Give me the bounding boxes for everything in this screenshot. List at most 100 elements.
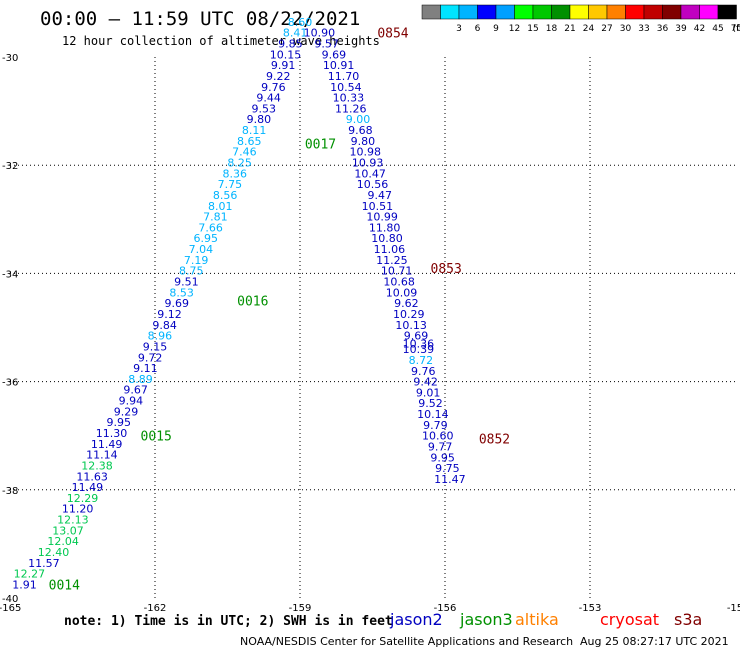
wave-height-value: 11.30	[96, 427, 128, 440]
scale-swatch	[532, 4, 552, 20]
wave-height-value: 9.72	[138, 351, 163, 364]
wave-height-value: 9.22	[266, 70, 291, 83]
pass-time-label: 0016	[237, 294, 268, 309]
wave-height-value: 7.81	[203, 211, 228, 224]
lon-tick-label: -162	[144, 603, 167, 614]
wave-height-value: 10.15	[270, 48, 302, 61]
scale-label: 12	[509, 24, 520, 34]
scale-label: 33	[638, 24, 649, 34]
wave-height-value: 12.40	[38, 546, 70, 559]
wave-height-value: 9.95	[430, 451, 455, 464]
lon-tick-label: -156	[434, 603, 457, 614]
wave-height-value: 12.27	[14, 568, 46, 581]
scale-label: 30	[620, 24, 632, 34]
wave-height-value: 11.47	[434, 473, 466, 486]
wave-height-value: 10.09	[386, 286, 418, 299]
wave-height-value: 9.95	[107, 416, 132, 429]
lat-lon-grid	[10, 57, 735, 598]
wave-height-value: 12.29	[67, 492, 99, 505]
wave-height-value: 9.76	[411, 365, 436, 378]
scale-swatch	[458, 4, 478, 20]
wave-height-value: 9.75	[435, 462, 460, 475]
scale-label: 15	[527, 24, 538, 34]
lon-tick-label: -159	[289, 603, 312, 614]
wave-height-value: 8.75	[179, 265, 204, 278]
wave-height-value: 10.29	[393, 308, 425, 321]
footer-note: note: 1) Time is in UTC; 2) SWH is in fe…	[64, 614, 393, 629]
wave-height-value: 9.69	[165, 297, 190, 310]
wave-height-value: 9.47	[368, 189, 393, 202]
scale-swatch	[551, 4, 571, 20]
wave-height-value: 10.91	[323, 59, 355, 72]
scale-unit: (ft)	[733, 24, 740, 34]
wave-height-value: 10.47	[354, 167, 386, 180]
scale-swatch	[625, 4, 645, 20]
wave-height-value: 9.52	[418, 397, 443, 410]
wave-height-value: 8.25	[227, 156, 252, 169]
wave-height-value: 8.89	[128, 373, 153, 386]
wave-height-value: 8.96	[148, 330, 173, 343]
map-title: 00:00 – 11:59 UTC 08/22/2021	[40, 8, 360, 30]
wave-height-value: 12.13	[57, 514, 89, 527]
wave-height-value: 6.95	[194, 232, 219, 245]
scale-label: 3	[456, 24, 462, 34]
wave-height-value: 9.67	[123, 384, 148, 397]
lon-tick-label: -15	[727, 603, 740, 614]
lat-tick-label: -30	[2, 53, 18, 64]
wave-height-value: 9.44	[256, 92, 281, 105]
scale-label: 9	[493, 24, 499, 34]
pass-time-label: 0852	[479, 432, 510, 447]
wave-height-value: 10.80	[371, 232, 403, 245]
wave-height-value: 9.77	[428, 441, 453, 454]
wave-height-value: 9.91	[271, 59, 296, 72]
wave-height-value: 10.99	[366, 211, 398, 224]
wave-height-value: 11.14	[86, 449, 118, 462]
wave-height-value: 9.53	[252, 102, 277, 115]
pass-time-label: 0017	[305, 138, 336, 153]
scale-swatch	[477, 4, 497, 20]
scale-swatch	[606, 4, 626, 20]
scale-swatch	[514, 4, 534, 20]
wave-height-value: 10.36	[403, 338, 435, 351]
wave-height-value: 9.29	[114, 405, 139, 418]
legend-jason3: jason3	[459, 610, 513, 629]
wave-height-value: 8.36	[223, 167, 248, 180]
wave-height-value: 10.39	[403, 343, 435, 356]
wave-height-value: 12.04	[47, 535, 79, 548]
wave-height-value: 9.57	[314, 37, 339, 50]
wave-height-value: 8.53	[169, 286, 194, 299]
wave-height-value: 10.13	[395, 319, 427, 332]
wave-height-value: 10.51	[362, 200, 394, 213]
wave-height-value: 9.42	[413, 376, 438, 389]
wave-height-value: 7.75	[218, 178, 243, 191]
scale-swatch	[440, 4, 460, 20]
wave-height-value: 13.07	[52, 524, 84, 537]
legend-s3a: s3a	[674, 610, 702, 629]
legend-cryosat: cryosat	[600, 610, 659, 629]
wave-height-value: 10.33	[333, 92, 365, 105]
wave-height-value: 9.79	[423, 419, 448, 432]
wave-height-value: 7.66	[198, 221, 223, 234]
scale-label: 6	[475, 24, 481, 34]
wave-height-value: 9.11	[133, 362, 158, 375]
map-subtitle: 12 hour collection of altimeter wave hei…	[62, 34, 380, 48]
wave-height-value: 9.15	[143, 340, 168, 353]
wave-height-value: 10.93	[352, 156, 384, 169]
wave-height-value: 8.41	[283, 27, 308, 40]
wave-height-value: 11.06	[374, 243, 406, 256]
wave-height-value: 9.76	[261, 81, 286, 94]
lon-tick-label: -153	[579, 603, 602, 614]
scale-label: 42	[694, 24, 705, 34]
satellite-legend: jason2 jason3 altika cryosat s3a	[389, 610, 702, 629]
wave-height-value: 1.91	[12, 578, 37, 591]
wave-height-value: 10.98	[350, 146, 382, 159]
scale-swatch	[680, 4, 700, 20]
wave-height-value: 9.68	[348, 124, 373, 137]
wave-height-value: 10.60	[422, 430, 454, 443]
wave-height-value: 9.80	[247, 113, 272, 126]
scale-label: 70	[731, 24, 740, 34]
pass-time-label: 0015	[141, 430, 172, 445]
lat-tick-label: -36	[2, 378, 18, 389]
scale-label: 21	[564, 24, 575, 34]
